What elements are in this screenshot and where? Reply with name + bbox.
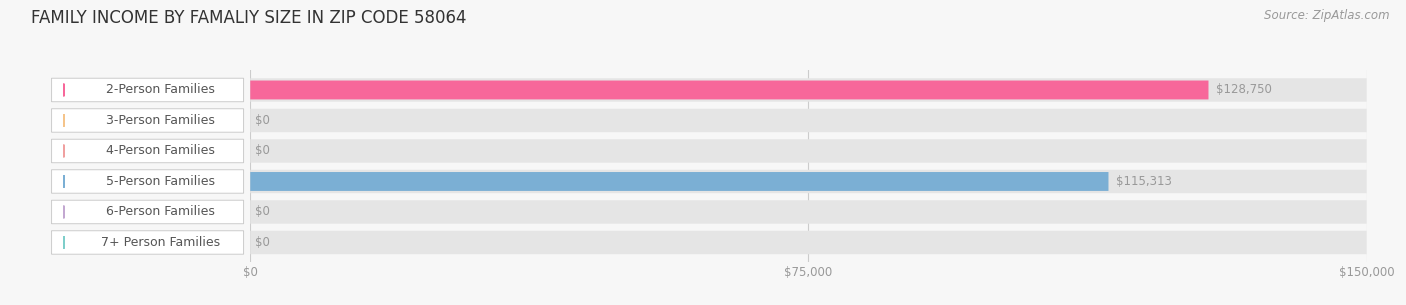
FancyBboxPatch shape [250, 81, 1209, 99]
Text: $115,313: $115,313 [1116, 175, 1173, 188]
FancyBboxPatch shape [250, 170, 1367, 193]
Text: FAMILY INCOME BY FAMALIY SIZE IN ZIP CODE 58064: FAMILY INCOME BY FAMALIY SIZE IN ZIP COD… [31, 9, 467, 27]
Text: Source: ZipAtlas.com: Source: ZipAtlas.com [1264, 9, 1389, 22]
Text: $0: $0 [254, 114, 270, 127]
FancyBboxPatch shape [250, 109, 1367, 132]
FancyBboxPatch shape [250, 231, 1367, 254]
Text: 4-Person Families: 4-Person Families [105, 145, 215, 157]
FancyBboxPatch shape [250, 139, 1367, 163]
Text: $128,750: $128,750 [1216, 84, 1272, 96]
FancyBboxPatch shape [52, 200, 243, 224]
FancyBboxPatch shape [250, 172, 1108, 191]
FancyBboxPatch shape [250, 78, 1367, 102]
Text: 6-Person Families: 6-Person Families [105, 206, 215, 218]
FancyBboxPatch shape [52, 231, 243, 254]
Text: $0: $0 [254, 206, 270, 218]
Text: $0: $0 [254, 145, 270, 157]
Text: 7+ Person Families: 7+ Person Families [101, 236, 221, 249]
FancyBboxPatch shape [52, 139, 243, 163]
Text: 5-Person Families: 5-Person Families [105, 175, 215, 188]
FancyBboxPatch shape [52, 170, 243, 193]
FancyBboxPatch shape [52, 109, 243, 132]
FancyBboxPatch shape [250, 200, 1367, 224]
Text: 3-Person Families: 3-Person Families [105, 114, 215, 127]
Text: $0: $0 [254, 236, 270, 249]
Text: 2-Person Families: 2-Person Families [105, 84, 215, 96]
FancyBboxPatch shape [52, 78, 243, 102]
